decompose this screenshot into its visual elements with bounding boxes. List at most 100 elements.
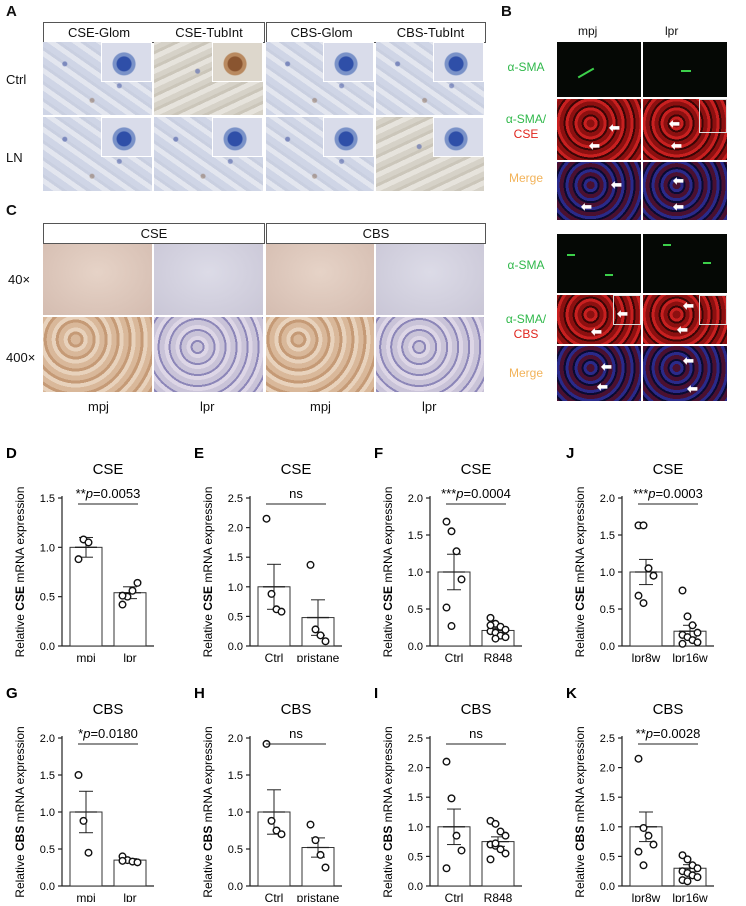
a-header-cbs-glom: CBS-Glom [290,25,353,40]
bar-lpr [113,592,147,647]
data-point [79,816,88,825]
b-arrow-6: ⬅ [581,199,592,214]
y-tick-label: 0.5 [408,851,423,863]
data-point [442,757,451,766]
y-tick-label: 0.5 [40,844,55,856]
b-label-asma-1: α-SMA [507,60,545,74]
y-tick-label: 2.0 [408,763,423,775]
b-arrow-16: ⬅ [687,381,698,396]
b-arrow-3: ⬅ [669,116,680,131]
data-point [447,622,456,631]
data-point [321,863,330,872]
a-header-cbs: CBS-Glom CBS-TubInt [266,22,486,43]
x-tick-label: lpr8w [632,651,661,662]
significance-label: **p=0.0053 [76,486,141,501]
data-point [486,621,495,630]
data-point [452,831,461,840]
y-tick-label: 0.0 [228,641,243,653]
b-arrow-2: ⬅ [589,138,600,153]
x-tick-label: lpr [123,891,136,902]
data-point [693,628,702,637]
b-col-lpr: lpr [665,24,679,38]
a-image-cse-glom-ctrl [43,42,152,115]
data-point [639,599,648,608]
y-tick-label: 1.0 [600,822,615,834]
data-point [639,823,648,832]
y-tick-label: 0.5 [228,844,243,856]
y-tick-label: 1.0 [408,567,423,579]
y-tick-label: 2.0 [408,493,423,505]
data-point [683,877,692,886]
y-tick-label: 0.5 [600,851,615,863]
chart-K: K CBS 0.0 0.5 1.0 1.5 2.0 2.5 Relative CBS mRNA … [566,685,714,902]
y-tick-label: 0.5 [408,604,423,616]
b-if-asma-cse-mpj: ⬅ ⬅ [557,99,641,160]
a-image-cse-tubint-ctrl [154,42,263,115]
c-image-cbs-lpr-400x [376,317,484,392]
data-point [452,547,461,556]
significance-label: *p=0.0180 [78,726,138,741]
data-point [501,633,510,642]
data-point [678,639,687,648]
b-arrow-4: ⬅ [671,138,682,153]
x-tick-label: pristane [297,651,340,662]
y-axis-label: Relative CSE mRNA expression [573,487,587,658]
b-arrow-1: ⬅ [609,120,620,135]
a-image-cbs-glom-ln [266,117,374,191]
y-tick-label: 1.5 [228,770,243,782]
significance-label: **p=0.0028 [636,726,701,741]
b-if-merge-mpj-1: ⬅ ⬅ [557,162,641,220]
c-image-cse-lpr-40x [154,244,263,315]
data-point [683,855,692,864]
b-if-asma-mpj-2 [557,234,641,293]
panel-label-a: A [6,3,17,20]
data-point [491,819,500,828]
y-tick-label: 2.0 [228,523,243,535]
y-tick-label: 0.0 [40,881,55,893]
data-point [491,839,500,848]
y-tick-label: 1.0 [228,582,243,594]
data-point [486,855,495,864]
c-row-400x: 400× [6,350,36,365]
chart-title: CBS [281,701,312,718]
y-tick-label: 1.5 [600,792,615,804]
b-label-asma-2: α-SMA [507,258,545,272]
y-tick-label: 1.5 [408,530,423,542]
y-tick-label: 2.0 [600,493,615,505]
c-image-cbs-mpj-40x [266,244,374,315]
y-tick-label: 0.0 [408,881,423,893]
panel-label-H: H [194,685,205,702]
y-tick-label: 0.0 [408,641,423,653]
data-point [118,856,127,865]
c-row-40x: 40× [8,272,31,287]
c-xlabel-4: lpr [422,399,437,414]
b-if-asma-cse-lpr: ⬅ ⬅ [643,99,727,160]
a-header-cse-glom: CSE-Glom [67,25,131,40]
a-image-cse-tubint-ln [154,117,263,191]
y-tick-label: 0.5 [40,592,55,604]
y-tick-label: 1.0 [228,807,243,819]
data-point [678,586,687,595]
c-image-cbs-mpj-400x [266,317,374,392]
data-point [306,560,315,569]
data-point [311,836,320,845]
data-point [693,873,702,882]
panel-label-J: J [566,445,574,462]
y-axis-label: Relative CBS mRNA expression [381,726,395,897]
b-arrow-8: ⬅ [673,199,684,214]
b-arrow-5: ⬅ [611,177,622,192]
b-if-merge-lpr-1: ⬅ ⬅ [643,162,727,220]
chart-title: CSE [653,461,684,478]
b-arrow-13: ⬅ [601,359,612,374]
b-label-asma-cbs-2: α-SMA/ [505,312,547,326]
a-row-ln: LN [6,150,23,165]
y-axis-label: Relative CSE mRNA expression [13,487,27,658]
c-xlabel-1: mpj [88,399,109,414]
chart-title: CSE [461,461,492,478]
y-tick-label: 1.5 [40,770,55,782]
a-image-cbs-tubint-ln [376,117,484,191]
significance-label: ***p=0.0003 [633,486,703,501]
data-point [84,848,93,857]
data-point [501,625,510,634]
data-point [457,575,466,584]
